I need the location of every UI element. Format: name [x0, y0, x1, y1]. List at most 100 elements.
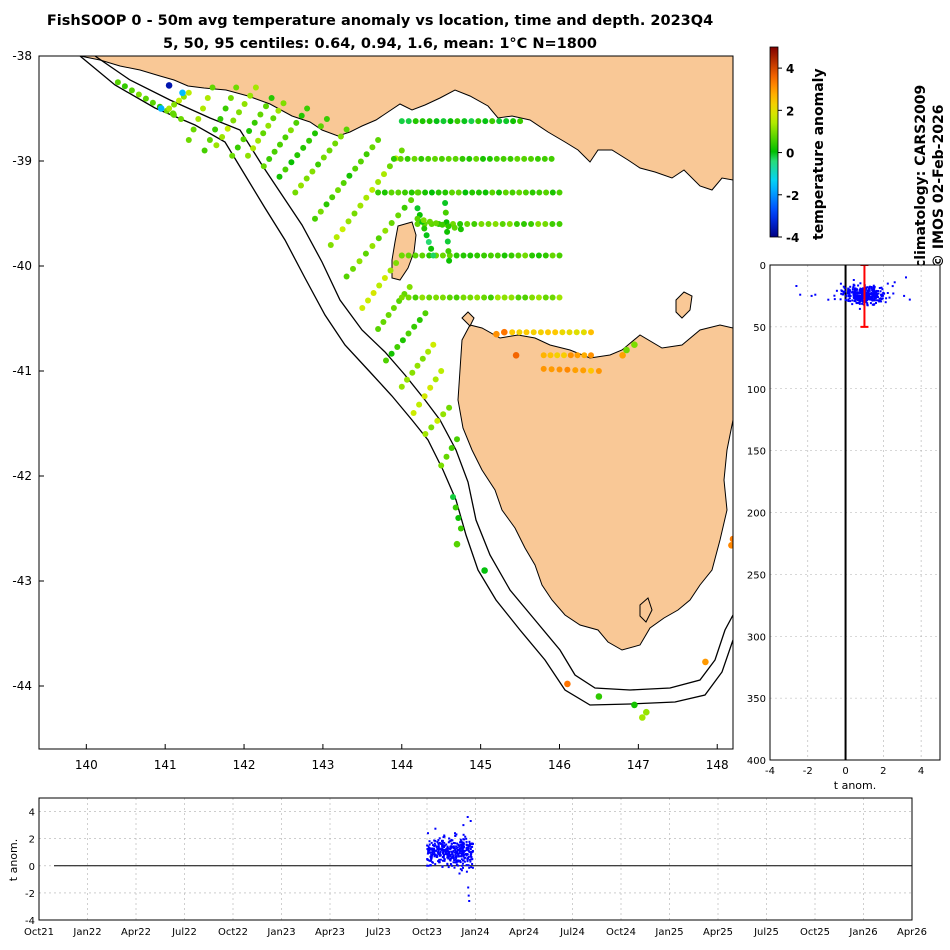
map-data-point	[474, 294, 481, 301]
map-data-point	[454, 436, 460, 443]
map-data-point	[404, 155, 411, 162]
time-data-point	[447, 847, 450, 850]
time-data-point	[436, 854, 439, 857]
colorbar-label: temperature anomaly	[811, 68, 827, 240]
map-data-point	[339, 226, 346, 233]
time-data-point	[461, 851, 464, 853]
depth-data-point	[857, 284, 860, 287]
map-data-point	[233, 84, 240, 91]
depth-data-point	[855, 301, 858, 304]
depth-data-point	[860, 291, 863, 294]
map-data-point	[178, 116, 184, 122]
depth-data-point	[870, 286, 873, 288]
depth-data-point	[864, 297, 867, 300]
map-data-point	[523, 329, 530, 336]
map-data-point	[369, 243, 376, 249]
map-data-point	[564, 680, 571, 688]
time-data-point	[433, 845, 436, 847]
time-data-point	[466, 816, 469, 818]
time-data-point	[459, 861, 462, 864]
time-x-tick-label: Jul25	[753, 927, 779, 938]
map-data-point	[382, 227, 389, 234]
time-data-point	[458, 872, 461, 875]
time-data-point	[437, 849, 440, 851]
time-data-point	[430, 855, 433, 858]
map-data-point	[501, 294, 508, 301]
time-data-point	[442, 859, 444, 862]
colorbar: 4 2 0 -2 -4 temperature anomaly	[769, 46, 827, 245]
depth-data-point	[856, 299, 859, 301]
map-data-point	[398, 383, 405, 390]
depth-data-point	[871, 289, 874, 291]
map-data-point	[411, 323, 418, 330]
time-data-point	[433, 849, 436, 852]
time-data-point	[452, 861, 455, 864]
map-data-point	[530, 329, 537, 336]
time-data-point	[459, 841, 462, 844]
map-data-point	[257, 111, 264, 118]
map-data-point	[443, 453, 450, 460]
map-data-point	[567, 352, 574, 359]
depth-data-point	[839, 298, 842, 301]
time-data-point	[455, 856, 458, 858]
depth-data-point	[842, 290, 845, 293]
map-data-point	[522, 252, 529, 259]
depth-data-point	[908, 298, 911, 301]
depth-data-point	[864, 287, 867, 290]
depth-x-tick-label: 4	[918, 766, 924, 777]
depth-data-point	[849, 295, 852, 297]
depth-data-point	[857, 294, 860, 297]
depth-data-point	[853, 291, 856, 294]
depth-data-point	[905, 276, 907, 279]
depth-data-point	[858, 302, 861, 305]
time-data-point	[467, 847, 470, 850]
time-data-point	[459, 868, 462, 871]
time-data-point	[463, 857, 466, 860]
depth-data-point	[885, 297, 888, 300]
map-data-point	[549, 189, 556, 196]
map-data-point	[416, 401, 423, 408]
map-data-point	[317, 208, 324, 215]
depth-data-point	[841, 293, 844, 296]
time-data-point	[452, 854, 455, 857]
map-data-point	[444, 238, 451, 245]
time-x-tick-label: Jan25	[654, 927, 683, 938]
depth-data-point	[858, 307, 861, 310]
time-data-points	[54, 816, 912, 902]
time-x-tick-label: Oct24	[606, 927, 636, 938]
time-data-point	[465, 864, 468, 867]
map-data-point	[224, 125, 231, 132]
time-data-point	[453, 859, 456, 862]
depth-data-point	[858, 298, 861, 301]
depth-data-point	[851, 303, 854, 306]
time-y-tick-label: 2	[29, 835, 35, 846]
map-data-point	[401, 204, 408, 211]
map-data-point	[499, 221, 506, 227]
time-data-point	[449, 855, 452, 858]
depth-data-point	[847, 300, 850, 302]
map-data-point	[454, 118, 461, 125]
time-data-point	[462, 851, 465, 854]
map-data-point	[179, 89, 186, 97]
map-data-point	[185, 89, 192, 96]
map-data-point	[370, 290, 377, 296]
map-data-point	[534, 155, 541, 162]
map-data-point	[503, 118, 510, 125]
time-data-point	[430, 851, 433, 854]
map-data-point	[460, 294, 467, 301]
time-data-point	[465, 870, 468, 873]
map-data-point	[298, 182, 304, 189]
time-data-point	[428, 848, 431, 851]
map-data-point	[512, 352, 520, 359]
map-data-point	[446, 404, 453, 411]
map-data-point	[351, 210, 358, 217]
time-x-tick-label: Jan22	[72, 927, 101, 938]
map-data-point	[478, 221, 485, 227]
time-data-point	[460, 869, 463, 872]
map-data-point	[375, 235, 382, 242]
map-data-point	[326, 147, 333, 154]
map-data-point	[623, 346, 630, 354]
map-data-point	[508, 252, 515, 259]
map-data-point	[485, 221, 492, 227]
time-data-point	[436, 848, 439, 850]
